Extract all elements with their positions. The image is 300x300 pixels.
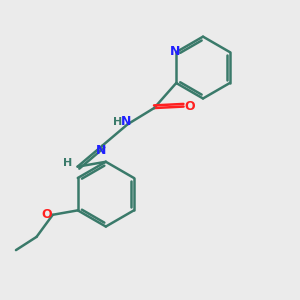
Text: N: N xyxy=(96,144,106,157)
Text: H: H xyxy=(63,158,72,168)
Text: N: N xyxy=(169,45,180,58)
Text: O: O xyxy=(185,100,195,113)
Text: H: H xyxy=(113,117,123,127)
Text: N: N xyxy=(121,116,131,128)
Text: O: O xyxy=(41,208,52,221)
